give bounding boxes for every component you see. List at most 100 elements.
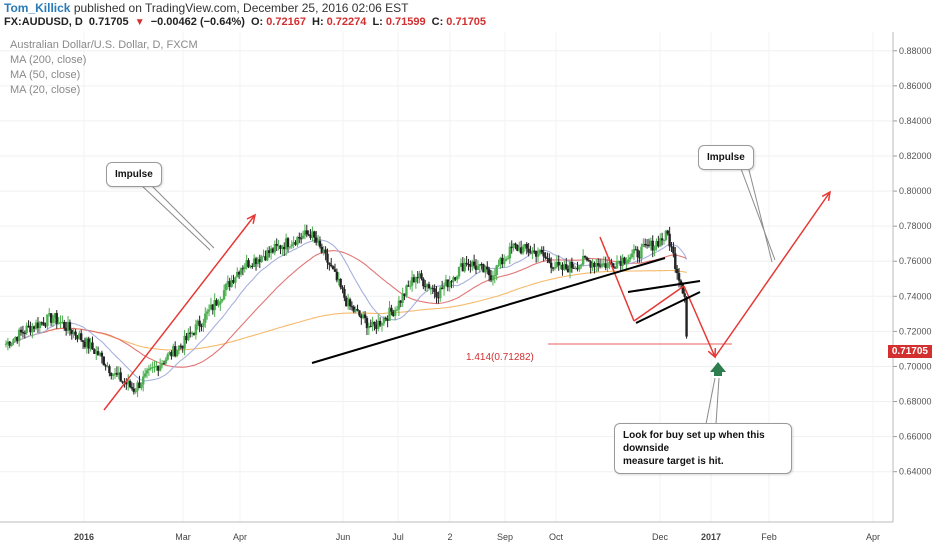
candle-body	[155, 365, 158, 367]
callout-pointer-note-2	[715, 377, 720, 425]
candle-body	[636, 249, 639, 258]
candle-body	[170, 352, 173, 357]
candle-body	[70, 330, 73, 335]
candle-body	[677, 273, 681, 281]
candle-body	[527, 248, 530, 253]
candle-body	[412, 277, 416, 283]
candle-body	[307, 234, 310, 236]
candle-body	[221, 299, 224, 302]
impulse-callout-right[interactable]: Impulse	[698, 145, 754, 170]
candle-body	[504, 258, 508, 261]
candle-body	[57, 322, 60, 324]
note-line-1: Look for buy set up when this downside	[623, 430, 765, 454]
callout-pointer-left	[149, 183, 215, 249]
candle-body	[409, 285, 412, 287]
impulse-callout-left[interactable]: Impulse	[106, 162, 162, 187]
candle-body	[546, 257, 549, 259]
candle-body	[657, 241, 660, 247]
candle-body	[448, 281, 451, 288]
candle-body	[320, 246, 324, 253]
candle-body	[645, 244, 649, 246]
ma200-legend[interactable]: MA (200, close)	[10, 54, 87, 66]
candle-body	[384, 317, 387, 319]
candle-body	[523, 243, 527, 247]
candle-body	[283, 246, 286, 250]
candle-body	[204, 313, 207, 323]
x-tick-label: Mar	[175, 532, 191, 542]
buy-setup-note[interactable]: Look for buy set up when this downside m…	[614, 423, 792, 474]
candle-body	[158, 365, 162, 371]
candle-body	[422, 278, 425, 287]
candle-body	[273, 244, 277, 253]
candle-body	[589, 261, 592, 268]
candle-body	[536, 253, 540, 257]
low-label: L:	[372, 16, 383, 28]
candle-body	[369, 325, 372, 327]
candle-body	[651, 240, 654, 251]
candle-body	[377, 320, 380, 329]
down-arrow-icon: ▼	[134, 17, 145, 28]
candle-body	[670, 246, 673, 248]
candle-body	[31, 326, 34, 333]
candle-body	[222, 290, 226, 300]
candle-body	[444, 279, 448, 286]
candle-body	[534, 250, 538, 257]
close-label: C:	[431, 16, 444, 28]
candle-body	[157, 365, 160, 371]
candle-body	[136, 382, 139, 391]
candle-body	[390, 307, 393, 312]
candle-body	[110, 373, 113, 376]
candle-body	[675, 268, 679, 274]
candle-body	[619, 261, 622, 266]
candle-body	[264, 256, 267, 261]
chart-area[interactable]: 0.88000 0.86000 0.84000 0.82000 0.80000 0.780…	[0, 32, 932, 550]
candle-body	[316, 240, 320, 243]
candle-body	[625, 262, 628, 264]
candle-body	[55, 313, 58, 324]
price-chart[interactable]: 0.88000 0.86000 0.84000 0.82000 0.80000 0.780…	[0, 32, 932, 550]
candle-body	[100, 352, 104, 357]
candle-body	[514, 243, 517, 246]
candle-body	[679, 280, 683, 285]
y-tick-label: 0.72000	[899, 326, 932, 336]
candle-body	[335, 271, 339, 281]
impulse-arrow-left	[103, 214, 256, 411]
change-value: −0.00462 (−0.64%)	[150, 16, 245, 28]
candle-body	[134, 390, 137, 393]
candle-body	[388, 307, 391, 321]
y-tick-label: 0.88000	[899, 46, 932, 56]
ma50-legend[interactable]: MA (50, close)	[10, 69, 81, 81]
candle-body	[196, 320, 199, 325]
candle-body	[160, 363, 164, 366]
ma20-legend[interactable]: MA (20, close)	[10, 84, 81, 96]
candle-body	[378, 320, 382, 326]
candle-body	[132, 388, 136, 393]
candle-body	[288, 246, 292, 248]
candle-body	[284, 238, 288, 250]
candle-body	[653, 246, 656, 251]
candle-body	[668, 233, 671, 247]
candle-body	[597, 263, 600, 266]
candle-body	[324, 249, 327, 254]
candle-body	[217, 304, 220, 306]
candle-body	[529, 252, 532, 254]
candle-body	[14, 337, 17, 340]
candle-body	[213, 300, 216, 311]
candle-body	[685, 296, 688, 337]
candle-body	[593, 262, 596, 267]
candle-body	[672, 246, 675, 254]
candle-body	[664, 230, 668, 240]
candle-body	[333, 269, 337, 272]
candle-body	[95, 351, 98, 354]
candle-body	[345, 297, 348, 307]
candle-body	[48, 313, 51, 315]
candle-body	[51, 318, 55, 323]
author-link[interactable]: Tom_Killick	[4, 1, 71, 15]
candle-body	[17, 329, 21, 341]
candle-body	[365, 318, 369, 329]
grid	[0, 32, 893, 522]
candle-body	[145, 370, 149, 374]
candle-body	[292, 242, 295, 245]
candle-body	[318, 240, 322, 247]
candle-body	[151, 367, 154, 369]
